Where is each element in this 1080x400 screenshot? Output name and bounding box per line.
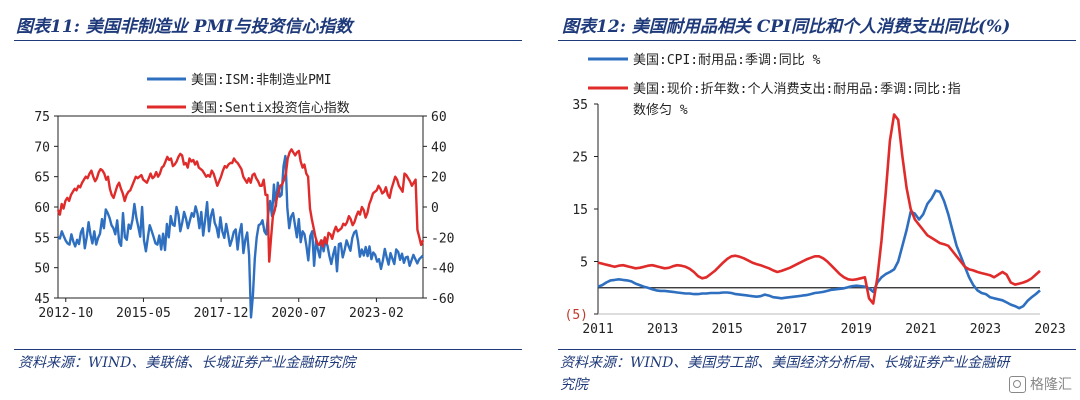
left-y2-tick-label: 0 bbox=[431, 201, 439, 216]
right-x-tick-label: 2023 bbox=[970, 322, 1001, 337]
left-y2-tick-label: -60 bbox=[431, 292, 454, 307]
series-line-pmi bbox=[57, 154, 424, 319]
right-chart: 美国:CPI:耐用品:季调:同比 % 美国:现价:折年数:个人消费支出:耐用品:… bbox=[565, 53, 1066, 337]
legend-label-pmi: 美国:ISM:非制造业PMI bbox=[191, 73, 332, 88]
right-legend: 美国:CPI:耐用品:季调:同比 % 美国:现价:折年数:个人消费支出:耐用品:… bbox=[588, 53, 961, 118]
right-y-tick-label: 25 bbox=[572, 151, 588, 166]
right-x-tick-label: 2013 bbox=[647, 322, 678, 337]
legend-label-pce-cont: 数修匀 % bbox=[633, 103, 688, 118]
left-y2-tick-label: -40 bbox=[431, 262, 454, 277]
left-y-tick-label: 70 bbox=[34, 140, 50, 155]
left-series bbox=[56, 148, 425, 319]
left-axes: 45 50 55 60 65 70 75 -60 -40 -20 0 20 40 60 2012-10 201… bbox=[34, 110, 454, 321]
left-x-tick-label: 2012-10 bbox=[38, 306, 93, 321]
right-x-tick-label: 2015 bbox=[711, 322, 742, 337]
left-source-note: 资料来源：WIND、美联储、长城证券产业金融研究院 bbox=[18, 355, 356, 371]
left-y-tick-label: 50 bbox=[34, 262, 50, 277]
right-axes: (5) 5 15 25 35 2011 2013 2015 2017 2019 2021 2023 20… bbox=[565, 98, 1066, 337]
left-y2-tick-label: 20 bbox=[431, 171, 447, 186]
right-y-tick-label: 5 bbox=[580, 256, 588, 271]
right-y-tick-label: 35 bbox=[572, 98, 588, 113]
right-y-tick-label: (5) bbox=[565, 308, 588, 323]
legend-label-pce: 美国:现价:折年数:个人消费支出:耐用品:季调:同比:指 bbox=[633, 82, 961, 97]
left-chart: 美国:ISM:非制造业PMI 美国:Sentix投资信心指数 45 50 55 60 6… bbox=[34, 73, 454, 321]
right-series bbox=[597, 113, 1041, 310]
right-title-rule bbox=[558, 40, 1076, 41]
legend-label-cpi: 美国:CPI:耐用品:季调:同比 % bbox=[633, 53, 821, 68]
series-line-sentix bbox=[56, 148, 425, 263]
left-legend: 美国:ISM:非制造业PMI 美国:Sentix投资信心指数 bbox=[147, 73, 350, 116]
left-y-tick-label: 75 bbox=[34, 110, 50, 125]
right-x-tick-label: 2023 bbox=[1034, 322, 1065, 337]
left-y2-tick-label: 60 bbox=[431, 110, 447, 125]
left-chart-title: 图表11: 美国非制造业 PMI与投资信心指数 bbox=[16, 17, 353, 37]
left-y-tick-label: 65 bbox=[34, 171, 50, 186]
left-y2-tick-label: -20 bbox=[431, 231, 454, 246]
right-source-rule bbox=[558, 349, 1076, 350]
right-y-tick-label: 15 bbox=[572, 203, 588, 218]
right-x-tick-label: 2017 bbox=[776, 322, 807, 337]
watermark-text: 格隆汇 bbox=[1030, 377, 1072, 393]
left-x-tick-label: 2017-12 bbox=[194, 306, 249, 321]
series-line-cpi bbox=[597, 189, 1041, 310]
left-x-tick-label: 2015-05 bbox=[116, 306, 171, 321]
left-title-rule bbox=[14, 40, 522, 41]
right-source-note-1: 资料来源：WIND、美国劳工部、美国经济分析局、长城证券产业金融研 bbox=[560, 355, 1010, 371]
left-y2-tick-label: 40 bbox=[431, 140, 447, 155]
watermark: 格隆汇 bbox=[1009, 374, 1072, 394]
left-y-tick-label: 60 bbox=[34, 201, 50, 216]
right-x-tick-label: 2021 bbox=[905, 322, 936, 337]
right-chart-title: 图表12: 美国耐用品相关 CPI同比和个人消费支出同比(%) bbox=[562, 17, 1011, 37]
series-line-pce bbox=[597, 113, 1041, 305]
right-x-tick-label: 2019 bbox=[841, 322, 872, 337]
right-x-tick-label: 2011 bbox=[582, 322, 613, 337]
left-y-tick-label: 55 bbox=[34, 231, 50, 246]
right-source-note-2: 究院 bbox=[560, 377, 588, 393]
left-source-rule bbox=[14, 349, 522, 350]
legend-label-sentix: 美国:Sentix投资信心指数 bbox=[191, 100, 350, 116]
watermark-logo-icon bbox=[1009, 375, 1026, 393]
left-x-tick-label: 2020-07 bbox=[271, 306, 326, 321]
left-x-tick-label: 2023-02 bbox=[349, 306, 404, 321]
left-y-tick-label: 45 bbox=[34, 292, 50, 307]
